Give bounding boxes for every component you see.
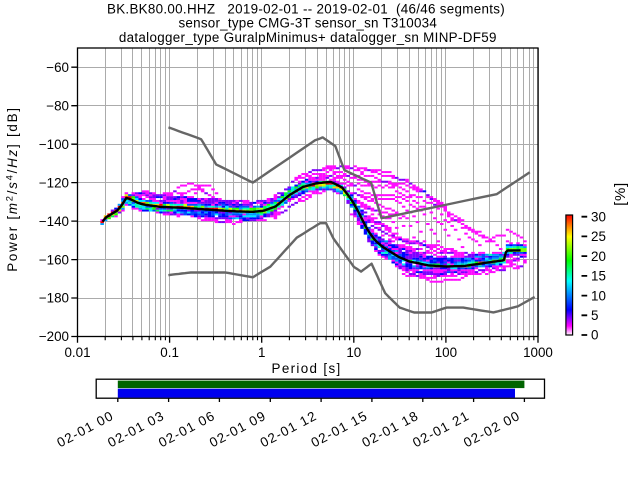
svg-text:20: 20 [591, 249, 606, 264]
svg-text:0: 0 [591, 328, 598, 343]
svg-text:−140: −140 [39, 214, 69, 229]
svg-text:−80: −80 [46, 98, 69, 113]
svg-text:15: 15 [591, 269, 606, 284]
svg-text:5: 5 [591, 308, 598, 323]
svg-text:sensor_type CMG-3T sensor_sn T: sensor_type CMG-3T sensor_sn T310034 [178, 16, 437, 31]
svg-text:1: 1 [258, 345, 265, 360]
svg-text:−160: −160 [39, 252, 69, 267]
svg-text:−120: −120 [39, 175, 69, 190]
svg-text:−180: −180 [39, 291, 69, 306]
svg-text:−200: −200 [39, 329, 69, 344]
svg-text:1000: 1000 [523, 345, 553, 360]
svg-text:25: 25 [591, 229, 606, 244]
svg-text:10: 10 [591, 288, 606, 303]
svg-text:Power [m2/s4/Hz] [dB]: Power [m2/s4/Hz] [dB] [4, 106, 21, 272]
svg-text:[%]: [%] [612, 182, 629, 206]
svg-text:0.01: 0.01 [64, 345, 90, 360]
svg-text:0.1: 0.1 [160, 345, 179, 360]
svg-text:BK.BK80.00.HHZ 2019-02-01 --: BK.BK80.00.HHZ 2019-02-01 -- 2019-02-01 … [107, 1, 505, 16]
svg-text:30: 30 [591, 209, 606, 224]
svg-text:10: 10 [346, 345, 361, 360]
svg-text:100: 100 [435, 345, 457, 360]
svg-text:datalogger_type GuralpMinimus+: datalogger_type GuralpMinimus+ datalogge… [119, 30, 497, 45]
svg-text:Period [s]: Period [s] [272, 361, 342, 376]
svg-text:−100: −100 [39, 137, 69, 152]
svg-text:−60: −60 [46, 60, 69, 75]
